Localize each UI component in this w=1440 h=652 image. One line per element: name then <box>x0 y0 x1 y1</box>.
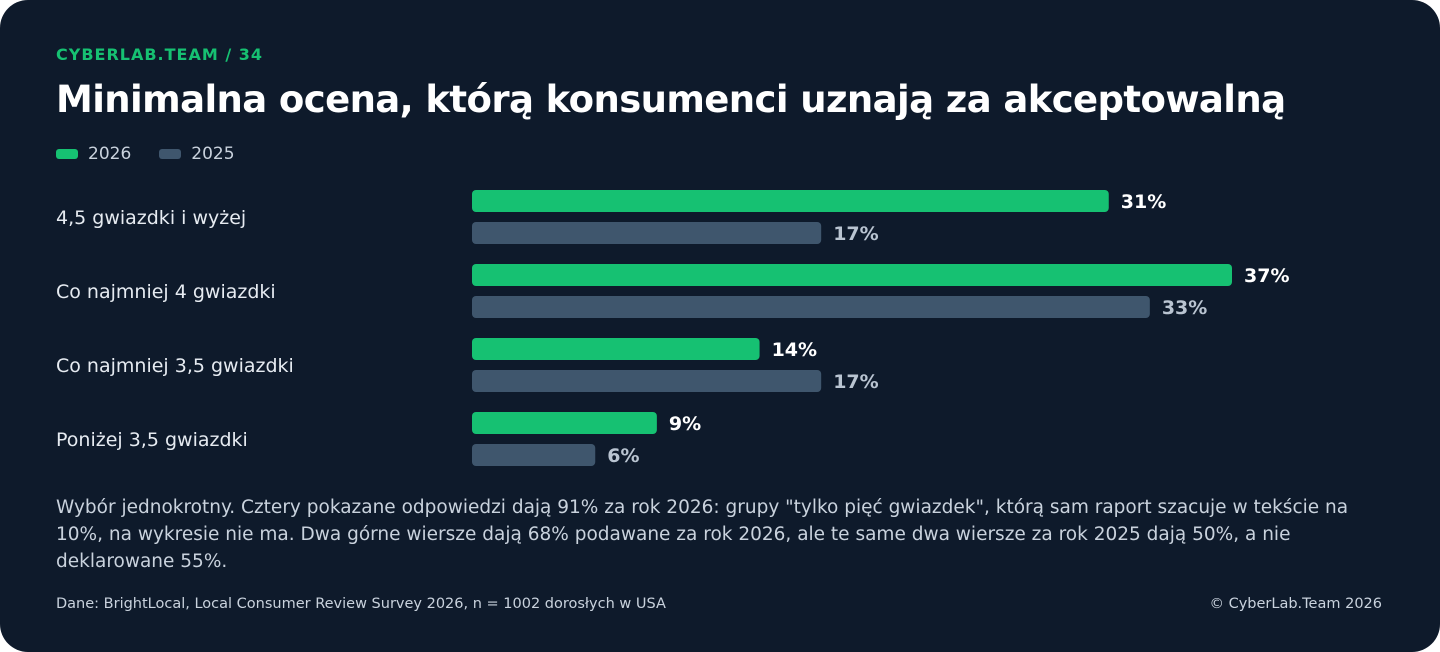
bar-2026-3 <box>472 412 657 434</box>
value-label-2025-3: 6% <box>607 445 639 467</box>
chart-title: Minimalna ocena, którą konsumenci uznają… <box>56 78 1286 121</box>
value-label-2025-1: 33% <box>1162 297 1207 319</box>
chart-note: Wybór jednokrotny. Cztery pokazane odpow… <box>56 497 1349 572</box>
bar-2025-1 <box>472 296 1150 318</box>
source-text: Dane: BrightLocal, Local Consumer Review… <box>56 596 666 612</box>
bar-2026-2 <box>472 338 760 360</box>
legend-item-2026: 2026 <box>56 144 131 164</box>
category-label: Co najmniej 3,5 gwiazdki <box>56 355 294 377</box>
category-label: Poniżej 3,5 gwiazdki <box>56 429 248 451</box>
value-label-2025-0: 17% <box>833 223 878 245</box>
category-label: 4,5 gwiazdki i wyżej <box>56 207 246 229</box>
bar-2026-0 <box>472 190 1109 212</box>
legend-swatch-2026 <box>56 149 78 159</box>
footer: Dane: BrightLocal, Local Consumer Review… <box>56 596 1382 612</box>
legend: 2026 2025 <box>56 144 235 164</box>
value-label-2025-2: 17% <box>833 371 878 393</box>
legend-label-2025: 2025 <box>191 144 235 164</box>
legend-item-2025: 2025 <box>159 144 235 164</box>
value-label-2026-1: 37% <box>1244 265 1289 287</box>
kicker: CYBERLAB.TEAM / 34 <box>56 45 264 64</box>
category-label: Co najmniej 4 gwiazdki <box>56 281 276 303</box>
bar-2026-1 <box>472 264 1232 286</box>
bar-2025-2 <box>472 370 822 392</box>
bar-2025-0 <box>472 222 822 244</box>
value-label-2026-2: 14% <box>772 339 817 361</box>
bar-2025-3 <box>472 444 596 466</box>
value-label-2026-0: 31% <box>1121 191 1166 213</box>
legend-swatch-2025 <box>159 149 182 159</box>
legend-label-2026: 2026 <box>88 144 132 164</box>
value-label-2026-3: 9% <box>669 413 701 435</box>
copyright-text: © CyberLab.Team 2026 <box>1209 596 1382 612</box>
